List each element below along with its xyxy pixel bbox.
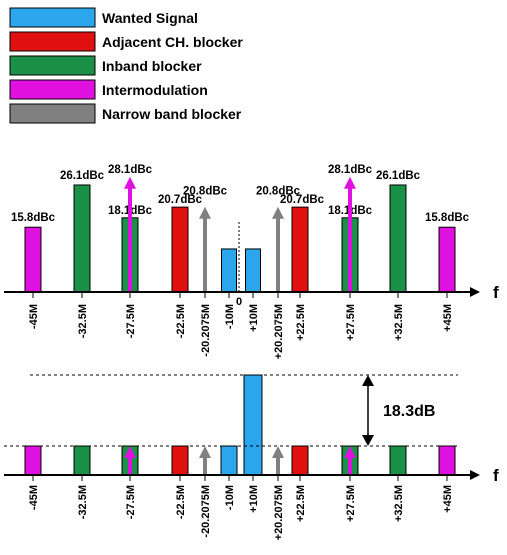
tick-label-bottom-p45: +45M: [442, 485, 454, 513]
legend-swatch-inband-blocker: [9, 55, 96, 76]
wanted-signal-bar-bottom-m10: [220, 445, 238, 476]
adjacent-channel-blocker-bar-bottom-p22_5: [291, 445, 309, 476]
data-label-top-m20_2075-arrow: 20.8dBc: [183, 186, 228, 198]
data-label-top-p22_5-bar: 20.7dBc: [280, 194, 325, 206]
data-label-top-m32_5-bar: 26.1dBc: [60, 170, 105, 182]
gap-arrow-head-up: [362, 375, 374, 386]
narrow-band-blocker-arrow-top-m20_2075: [199, 206, 211, 292]
intermodulation-bar-top-p45: [438, 226, 456, 293]
legend-swatch-intermodulation: [9, 79, 96, 100]
wanted-signal-bar-bottom-p10: [243, 374, 263, 476]
x-axis-label-top: f: [493, 283, 499, 302]
tick-label-bottom-p27_5: +27.5M: [345, 485, 357, 522]
data-label-top-p32_5-bar: 26.1dBc: [376, 170, 421, 182]
intermodulation-arrow-bottom-m27_5: [124, 446, 136, 475]
tick-label-top-m20_2075: -20.2075M: [200, 304, 212, 357]
inband-blocker-bar-bottom-m32_5: [73, 445, 91, 476]
legend: Wanted Signal Adjacent CH. blocker Inband …: [9, 7, 243, 124]
intermodulation-arrow-top-p27_5: [344, 176, 356, 292]
data-label-top-m45-bar: 15.8dBc: [11, 212, 56, 224]
tick-label-top-p22_5: +22.5M: [295, 304, 307, 341]
intermodulation-bar-bottom-p45: [438, 445, 456, 476]
tick-label-top-p32_5: +32.5M: [393, 304, 405, 341]
legend-label-intermodulation: Intermodulation: [102, 82, 208, 98]
adjacent-channel-blocker-bar-bottom-m22_5: [171, 445, 189, 476]
legend-label-wanted-signal: Wanted Signal: [102, 10, 198, 26]
tick-label-top-p27_5: +27.5M: [345, 304, 357, 341]
tick-label-bottom-m20_2075: -20.2075M: [200, 485, 212, 538]
tick-label-top-p10: +10M: [248, 304, 260, 332]
tick-label-bottom-p22_5: +22.5M: [295, 485, 307, 522]
data-label-top-m22_5-bar: 20.7dBc: [158, 194, 203, 206]
legend-label-inband-blocker: Inband blocker: [102, 58, 202, 74]
legend-label-adjacent-channel-blocker: Adjacent CH. blocker: [102, 34, 243, 50]
tick-label-top-p20_2075: +20.2075M: [273, 304, 285, 359]
adjacent-channel-blocker-bar-top-p22_5: [291, 206, 309, 293]
tick-label-bottom-m22_5: -22.5M: [175, 485, 187, 519]
tick-label-bottom-m45: -45M: [28, 485, 40, 510]
wanted-signal-bar-top-p10: [245, 248, 261, 293]
x-axis-label-bottom: f: [493, 466, 499, 485]
intermodulation-arrow-top-m27_5: [124, 176, 136, 292]
inband-blocker-bar-top-m32_5: [73, 184, 91, 293]
intermodulation-bar-bottom-m45: [24, 445, 42, 476]
intermodulation-arrow-bottom-p27_5: [344, 446, 356, 475]
adjacent-channel-blocker-bar-top-m22_5: [171, 206, 189, 293]
narrow-band-blocker-arrow-bottom-m20_2075: [199, 446, 211, 475]
data-label-top-m27_5-arrow: 28.1dBc: [108, 164, 153, 176]
gap-arrow-head-down: [362, 435, 374, 446]
tick-label-top-m32_5: -32.5M: [77, 304, 89, 338]
data-label-top-p20_2075-arrow: 20.8dBc: [256, 186, 301, 198]
legend-label-narrow-band-blocker: Narrow band blocker: [102, 106, 242, 122]
legend-swatch-narrow-band-blocker: [9, 103, 96, 124]
origin-label-top: 0: [236, 296, 242, 308]
tick-label-bottom-m10: -10M: [224, 485, 236, 510]
tick-label-top-m10: -10M: [224, 304, 236, 329]
inband-blocker-bar-bottom-p32_5: [389, 445, 407, 476]
tick-label-top-m22_5: -22.5M: [175, 304, 187, 338]
data-label-top-p45-bar: 15.8dBc: [425, 212, 470, 224]
tick-label-bottom-p10: +10M: [248, 485, 260, 513]
tick-label-top-m45: -45M: [28, 304, 40, 329]
tick-label-bottom-p20_2075: +20.2075M: [273, 485, 285, 540]
data-label-top-p27_5-arrow: 28.1dBc: [328, 164, 373, 176]
narrow-band-blocker-arrow-top-p20_2075: [272, 206, 284, 292]
wanted-signal-bar-top-m10: [221, 248, 237, 293]
tick-label-bottom-p32_5: +32.5M: [393, 485, 405, 522]
gap-annotation-label: 18.3dB: [383, 403, 435, 420]
narrow-band-blocker-arrow-bottom-p20_2075: [272, 446, 284, 475]
intermodulation-bar-top-m45: [24, 226, 42, 293]
tick-label-top-m27_5: -27.5M: [125, 304, 137, 338]
inband-blocker-bar-top-p32_5: [389, 184, 407, 293]
tick-label-top-p45: +45M: [442, 304, 454, 332]
legend-swatch-adjacent-channel-blocker: [9, 31, 96, 52]
legend-swatch-wanted-signal: [9, 7, 96, 28]
tick-label-bottom-m27_5: -27.5M: [125, 485, 137, 519]
tick-label-bottom-m32_5: -32.5M: [77, 485, 89, 519]
